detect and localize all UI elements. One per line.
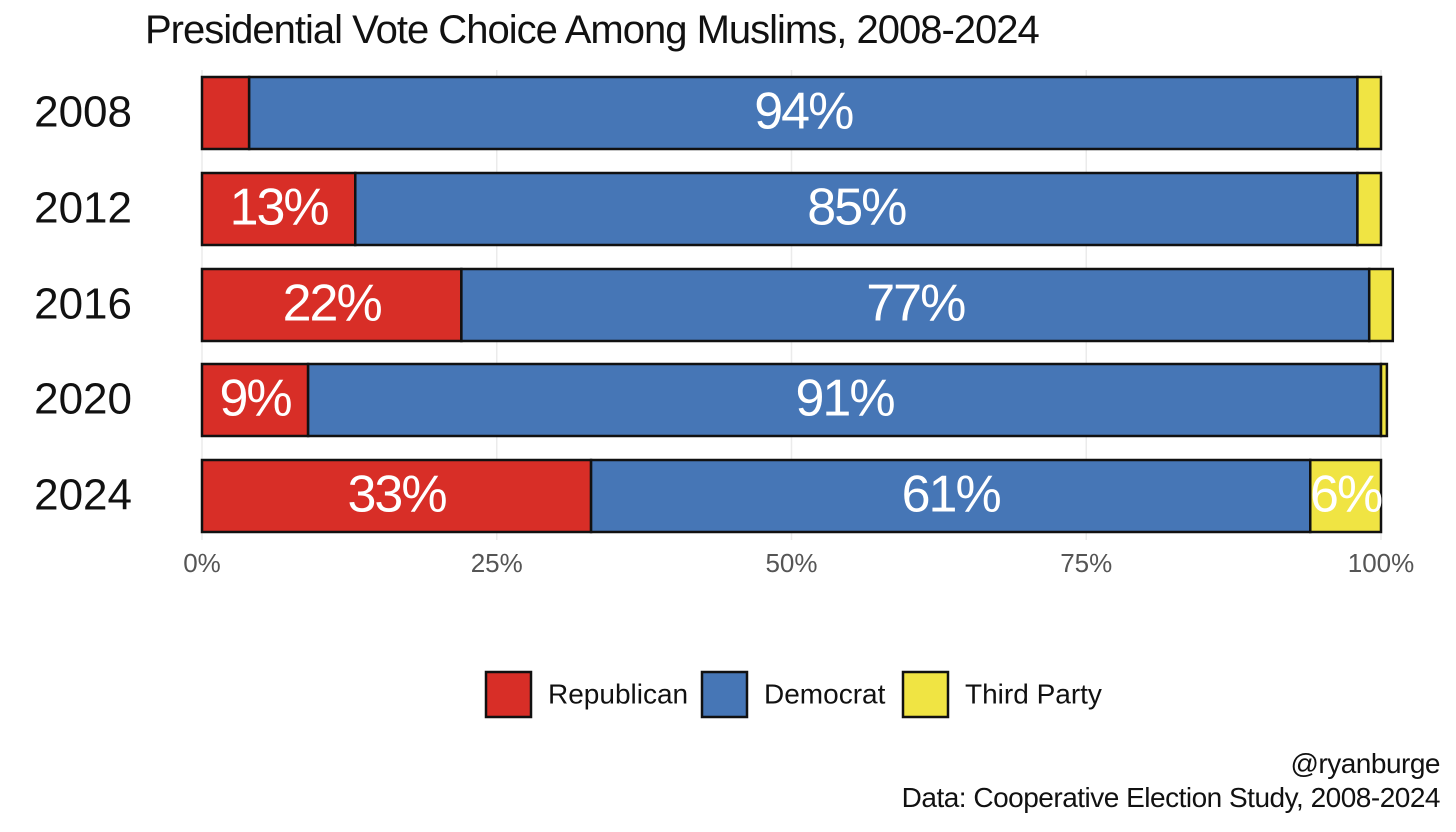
- legend-swatch-third-party: [901, 670, 950, 719]
- caption-handle: @ryanburge: [1290, 748, 1440, 779]
- bar-republican-2008: [200, 75, 251, 151]
- bar-third-party-2020: [1379, 362, 1389, 438]
- x-tick-label: 75%: [1060, 548, 1112, 578]
- row-label-2008: 2008: [34, 88, 132, 137]
- legend-swatch-republican: [484, 670, 533, 719]
- data-label-democrat-2016: 77%: [866, 275, 965, 333]
- data-label-democrat-2012: 85%: [807, 179, 906, 237]
- bar-row-2024: 33% 61% 6%: [200, 458, 1384, 534]
- row-label-2020: 2020: [34, 375, 132, 424]
- legend-label-third-party: Third Party: [965, 678, 1102, 709]
- bar-row-2016: 22% 77%: [200, 267, 1395, 343]
- data-label-democrat-2024: 61%: [902, 466, 1001, 524]
- bar-republican-2012: [200, 171, 357, 247]
- data-label-democrat-2008: 94%: [754, 83, 853, 141]
- bar-republican-2020: [200, 362, 310, 438]
- data-label-republican-2012: 13%: [230, 179, 329, 237]
- x-tick-label: 25%: [471, 548, 523, 578]
- bar-third-party-2024: [1309, 458, 1383, 534]
- bar-democrat-2008: [247, 75, 1359, 151]
- data-label-republican-2024: 33%: [347, 466, 446, 524]
- legend-swatch-democrat: [700, 670, 749, 719]
- legend-label-republican: Republican: [548, 678, 688, 709]
- row-label-2024: 2024: [34, 471, 132, 520]
- bar-republican-2024: [200, 458, 593, 534]
- bar-democrat-2020: [306, 362, 1383, 438]
- legend: Republican Democrat Third Party: [484, 670, 1102, 719]
- chart-title: Presidential Vote Choice Among Muslims, …: [145, 8, 1040, 52]
- x-tick-label: 100%: [1348, 548, 1415, 578]
- data-label-third-party-2024: 6%: [1310, 466, 1382, 524]
- x-tick-label: 0%: [183, 548, 221, 578]
- data-label-republican-2020: 9%: [219, 370, 291, 428]
- legend-label-democrat: Democrat: [764, 678, 886, 709]
- bar-row-2020: 9% 91%: [200, 362, 1389, 438]
- bar-row-2012: 13% 85%: [200, 171, 1383, 247]
- data-label-republican-2016: 22%: [283, 275, 382, 333]
- x-tick-label: 50%: [765, 548, 817, 578]
- data-label-democrat-2020: 91%: [796, 370, 895, 428]
- bar-row-2008: 94%: [200, 75, 1383, 151]
- caption-source: Data: Cooperative Election Study, 2008-2…: [901, 782, 1441, 813]
- row-label-2016: 2016: [34, 280, 132, 329]
- row-label-2012: 2012: [34, 184, 132, 233]
- bar-third-party-2016: [1367, 267, 1395, 343]
- bar-third-party-2008: [1356, 75, 1383, 151]
- bar-democrat-2024: [589, 458, 1312, 534]
- bar-third-party-2012: [1356, 171, 1383, 247]
